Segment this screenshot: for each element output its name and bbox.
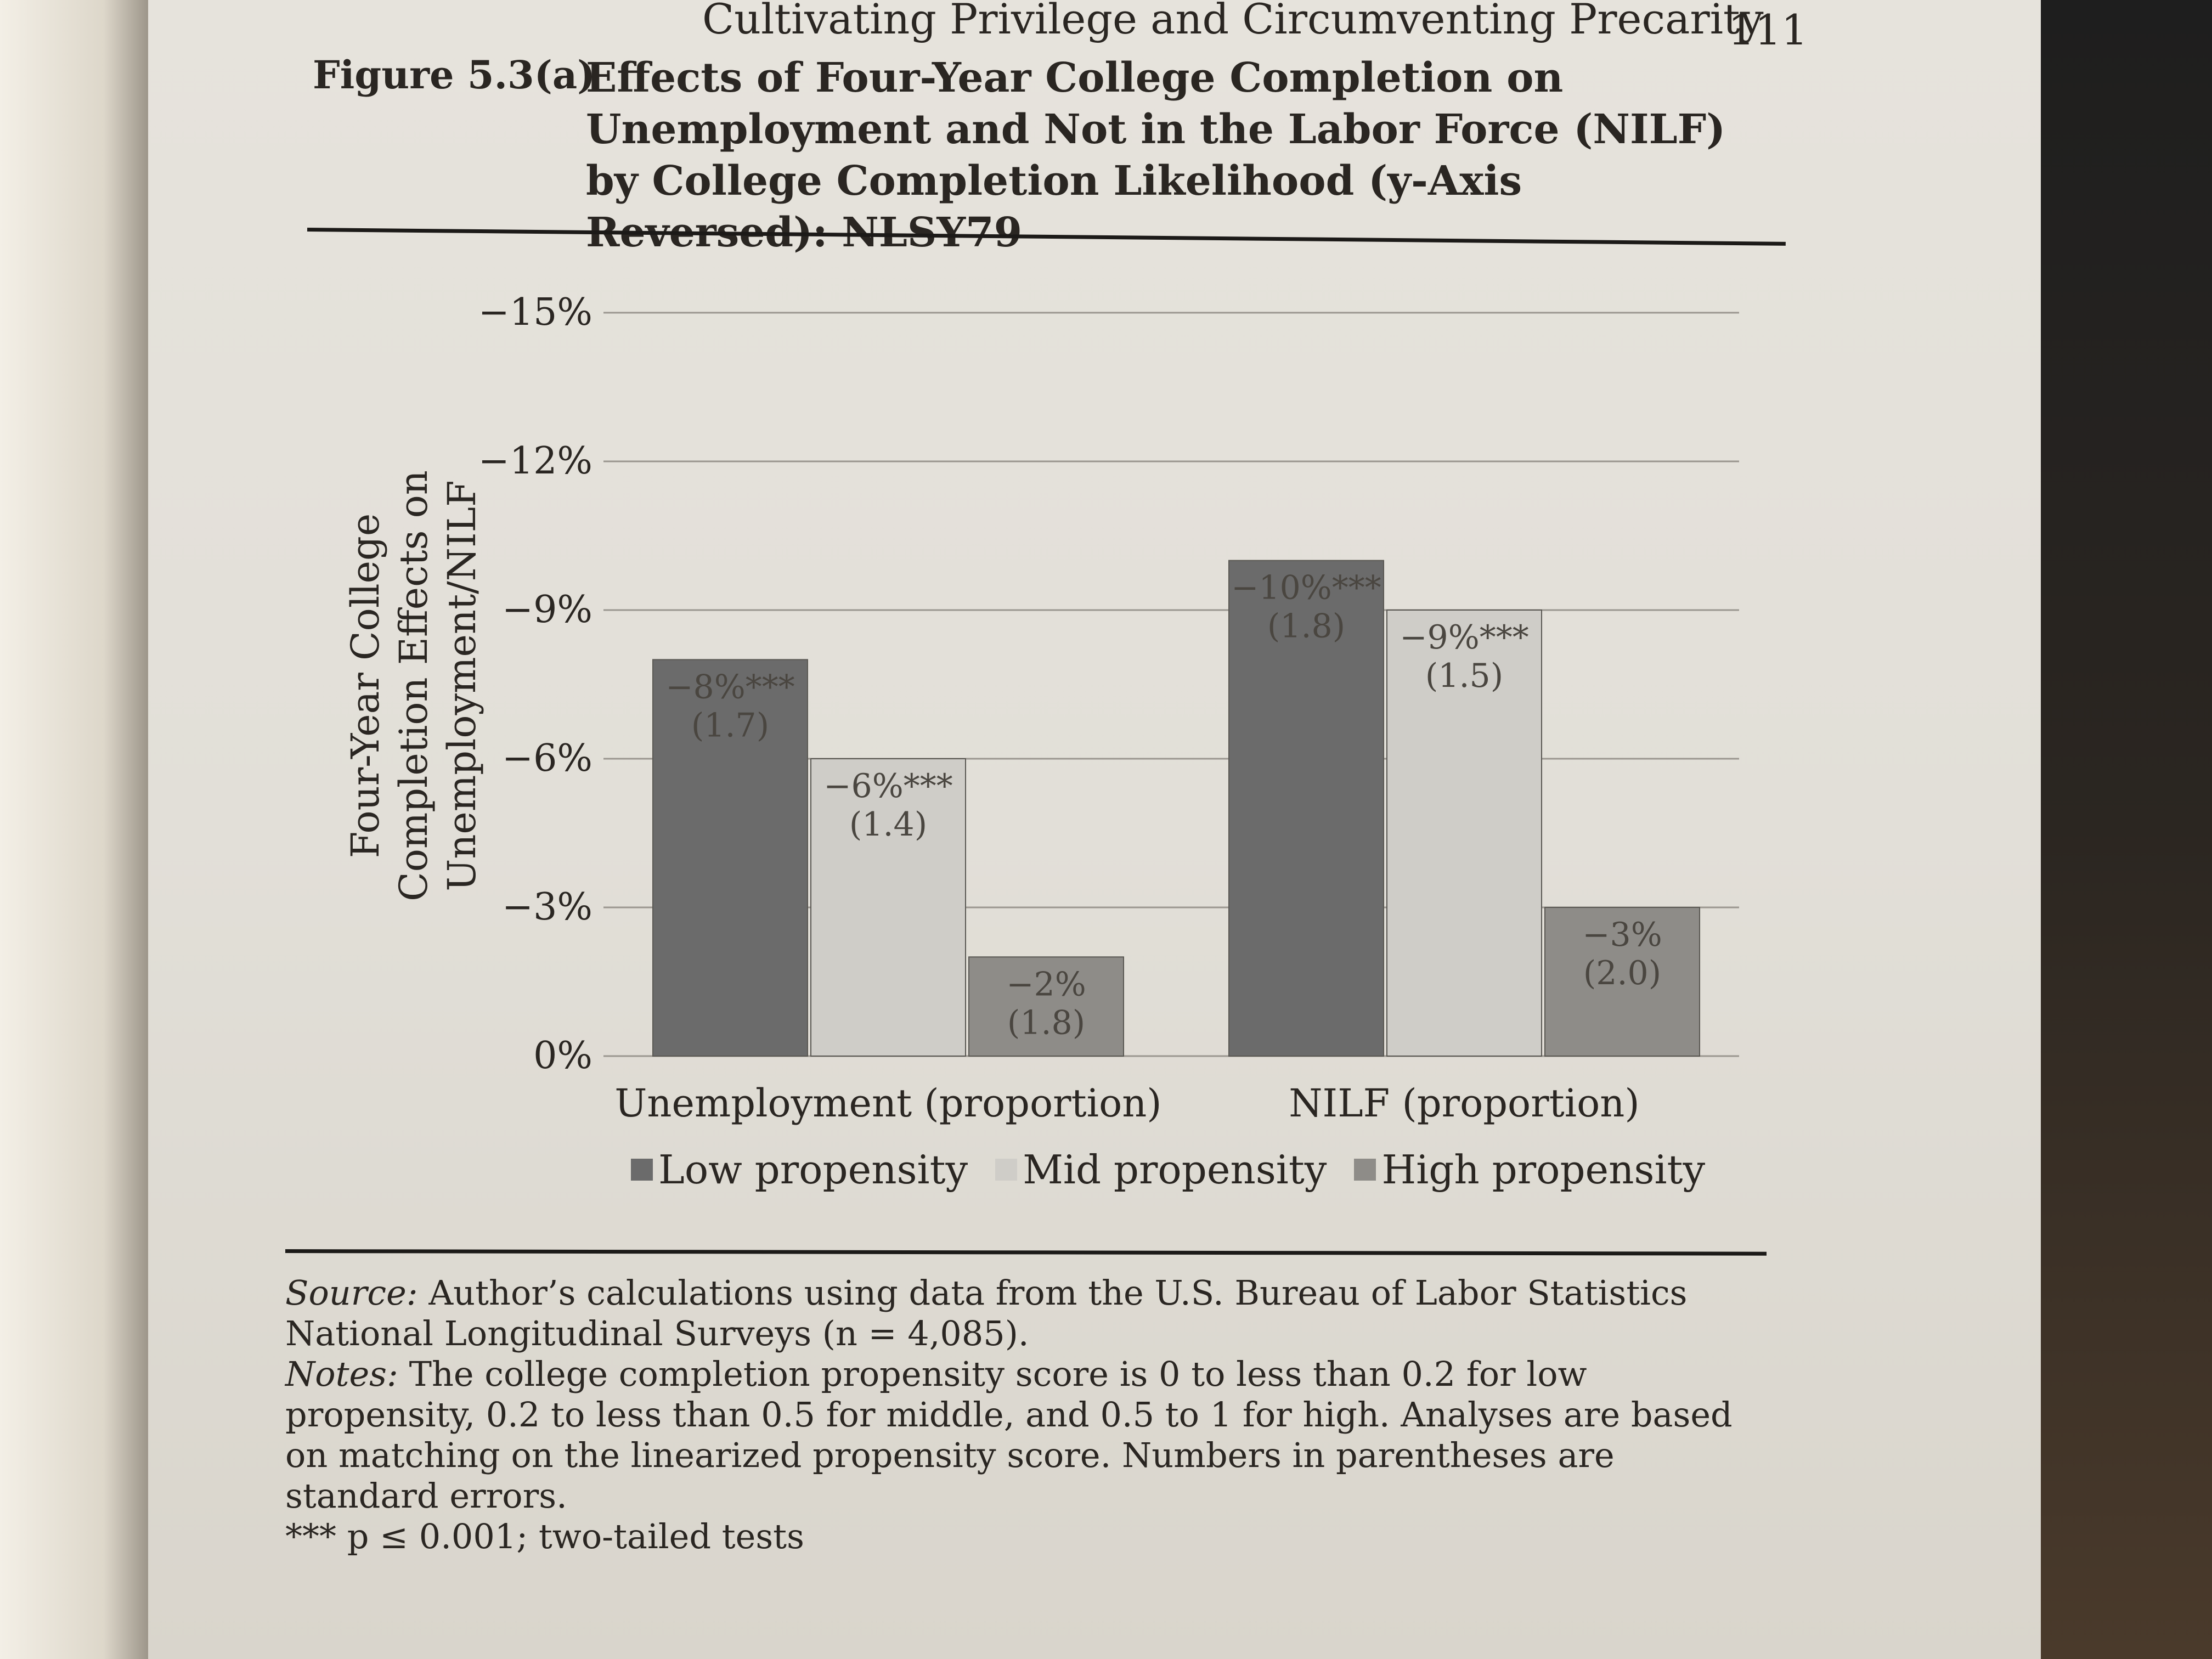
bar-low-propensity-nilf [1228, 560, 1384, 1057]
legend-label-mid: Mid propensity [1023, 1147, 1327, 1193]
significance-note: *** p ≤ 0.001; two-tailed tests [285, 1516, 804, 1556]
running-head: Cultivating Privilege and Circumventing … [702, 0, 1764, 43]
category-label: Unemployment (proportion) [614, 1081, 1161, 1126]
category-labels: Unemployment (proportion) NILF (proportio… [614, 1081, 1639, 1126]
bar-mid-propensity-unemployment [810, 758, 966, 1057]
bar-value-label: −8%*** [665, 668, 794, 706]
legend-label-high: High propensity [1381, 1147, 1706, 1193]
page-number: 111 [1728, 5, 1808, 54]
category-label: NILF (proportion) [1289, 1081, 1639, 1126]
bar-se-label: (1.8) [1007, 1003, 1085, 1042]
y-tick-label: −9% [502, 588, 592, 631]
y-tick-label: −12% [478, 439, 592, 483]
figure-title: Effects of Four-Year College Completion … [586, 54, 1726, 256]
legend-item-mid: Mid propensity [995, 1147, 1327, 1193]
bar-high-propensity-nilf [1544, 907, 1700, 1057]
y-tick-label: 0% [533, 1034, 592, 1077]
y-axis-label: Four-Year CollegeCompletion Effects onUn… [343, 470, 484, 901]
bar-se-label: (1.5) [1425, 657, 1503, 695]
y-tick-label: −6% [502, 737, 592, 780]
bar-value-label: −10%*** [1231, 569, 1381, 607]
bar-labels: −8%***(1.7)−6%***(1.4)−2%(1.8)−10%***(1.… [665, 569, 1662, 1042]
bars [652, 560, 1700, 1057]
legend: Low propensity Mid propensity High prope… [631, 1147, 1705, 1193]
bar-value-label: −2% [1006, 965, 1086, 1003]
legend-item-low: Low propensity [631, 1147, 968, 1193]
background-surface [2041, 0, 2212, 1659]
legend-item-high: High propensity [1354, 1147, 1705, 1193]
legend-swatch-low [631, 1159, 653, 1181]
bar-value-label: −9%*** [1400, 618, 1528, 657]
legend-label-low: Low propensity [658, 1147, 968, 1193]
y-tick-labels: −15% −12% −9% −6% −3% 0% [478, 291, 592, 1077]
notes-paragraph: Notes: The college completion propensity… [285, 1354, 1733, 1516]
bar-se-label: (1.7) [691, 706, 769, 744]
bar-se-label: (1.4) [849, 805, 927, 844]
bar-se-label: (1.8) [1267, 607, 1345, 646]
bar-mid-propensity-nilf [1386, 610, 1542, 1057]
y-tick-label: −15% [478, 291, 592, 334]
bar-high-propensity-unemployment [968, 956, 1124, 1057]
bar-value-label: −6%*** [823, 767, 952, 805]
source-note: Source: Author’s calculations using data… [285, 1273, 1688, 1353]
figure-label: Figure 5.3(a) [313, 52, 596, 98]
bar-value-label: −3% [1582, 916, 1662, 954]
book-page-edge [0, 0, 148, 1659]
book-page [148, 0, 2068, 1659]
bar-se-label: (2.0) [1583, 954, 1661, 992]
figure-notes: Source: Author’s calculations using data… [285, 1273, 1778, 1557]
y-tick-label: −3% [502, 885, 592, 929]
legend-swatch-mid [995, 1159, 1018, 1181]
bar-low-propensity-unemployment [652, 659, 808, 1057]
legend-swatch-high [1354, 1159, 1376, 1181]
